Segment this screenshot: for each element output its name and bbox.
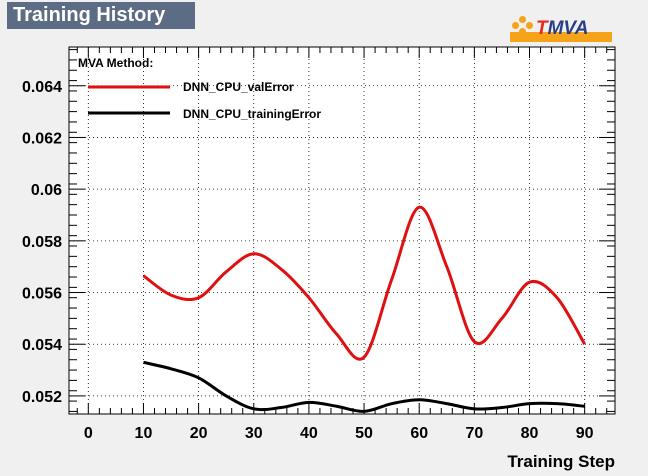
- x-tick-label: 30: [245, 425, 263, 442]
- y-tick-label: 0.056: [22, 286, 62, 303]
- axis-ticks: [69, 47, 615, 414]
- legend: MVA Method: DNN_CPU_valError DNN_CPU_tra…: [78, 56, 321, 121]
- x-tick-label: 70: [465, 425, 483, 442]
- series-line-trainingerror: [143, 360, 585, 413]
- x-tick-label: 50: [355, 425, 373, 442]
- x-tick-label: 20: [190, 425, 208, 442]
- x-tick-labels: 0 10 20 30 40 50 60 70 80 90: [84, 425, 594, 442]
- y-tick-labels: 0.052 0.054 0.056 0.058 0.06 0.062 0.064: [22, 79, 62, 406]
- series-lines: [142, 205, 586, 413]
- x-axis-title: Training Step: [507, 452, 615, 471]
- y-tick-label: 0.054: [22, 337, 62, 354]
- legend-label-valerror: DNN_CPU_valError: [183, 80, 294, 94]
- legend-header: MVA Method:: [78, 56, 153, 70]
- grid-lines: [69, 47, 615, 414]
- chart-title: Training History: [7, 2, 195, 29]
- x-tick-label: 10: [135, 425, 153, 442]
- plot-frame: [68, 46, 616, 415]
- x-tick-label: 0: [84, 425, 93, 442]
- y-tick-label: 0.058: [22, 234, 62, 251]
- logo-band: [510, 32, 612, 42]
- tmva-logo: TMVA: [510, 14, 612, 42]
- y-tick-label: 0.064: [22, 79, 62, 96]
- x-tick-label: 40: [300, 425, 318, 442]
- y-tick-label: 0.06: [31, 182, 62, 199]
- x-tick-label: 90: [576, 425, 594, 442]
- x-tick-label: 80: [521, 425, 539, 442]
- logo-dots-icon: [512, 16, 534, 40]
- y-tick-label: 0.052: [22, 389, 62, 406]
- y-tick-label: 0.062: [22, 130, 62, 147]
- logo-text: TMVA: [536, 18, 589, 39]
- x-tick-label: 60: [410, 425, 428, 442]
- legend-label-trainingerror: DNN_CPU_trainingError: [183, 107, 321, 121]
- series-line-valerror: [142, 205, 586, 361]
